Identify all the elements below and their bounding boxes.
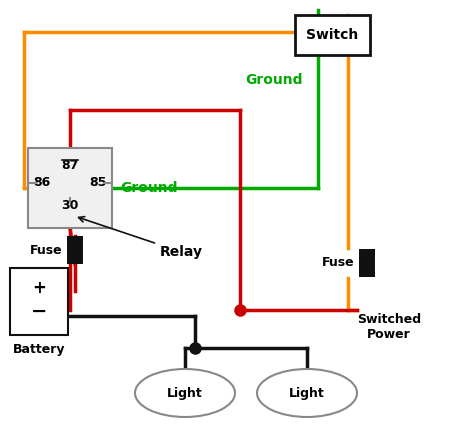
Text: +: +	[32, 279, 46, 297]
Text: Relay: Relay	[79, 217, 203, 259]
Text: 87: 87	[61, 159, 79, 172]
FancyBboxPatch shape	[10, 268, 68, 335]
Ellipse shape	[257, 369, 357, 417]
Text: Switched
Power: Switched Power	[357, 313, 421, 341]
Text: Fuse: Fuse	[321, 256, 354, 269]
FancyBboxPatch shape	[28, 148, 112, 228]
Bar	[359, 249, 375, 277]
Text: −: −	[31, 302, 47, 321]
Bar	[67, 236, 83, 264]
FancyBboxPatch shape	[295, 15, 370, 55]
Text: Ground: Ground	[120, 181, 177, 195]
Text: Switch: Switch	[307, 28, 359, 42]
Text: Light: Light	[289, 387, 325, 400]
Text: 85: 85	[89, 177, 107, 190]
Text: Light: Light	[167, 387, 203, 400]
Text: 86: 86	[34, 177, 51, 190]
Text: 30: 30	[61, 199, 79, 212]
Text: Ground: Ground	[245, 73, 303, 87]
Text: Battery: Battery	[13, 343, 65, 356]
Ellipse shape	[135, 369, 235, 417]
Text: Fuse: Fuse	[29, 244, 62, 256]
